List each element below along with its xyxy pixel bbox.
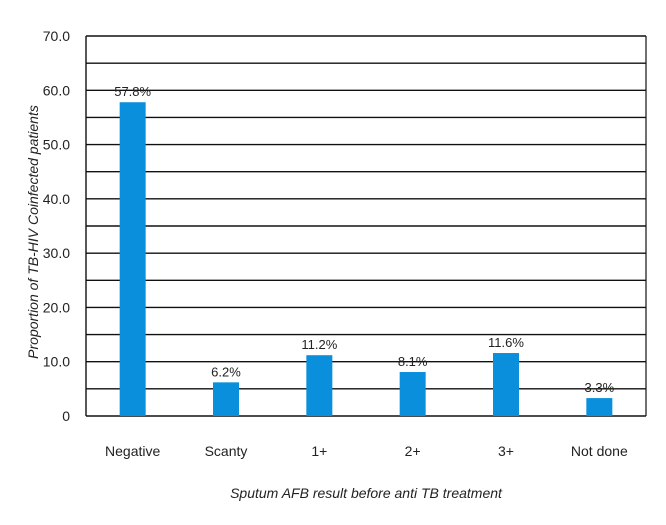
y-tick-label: 10.0 — [43, 354, 70, 370]
category-labels: Negative Scanty 1+ 2+ 3+ Not done — [105, 443, 628, 459]
data-label: 8.1% — [398, 354, 428, 369]
bar — [306, 355, 333, 416]
data-labels: 57.8% 6.2% 11.2% 8.1% 11.6% 3.3% — [114, 84, 614, 395]
category-label: Negative — [105, 443, 160, 459]
bar — [119, 102, 146, 416]
x-axis-title: Sputum AFB result before anti TB treatme… — [230, 485, 503, 501]
data-label: 6.2% — [211, 364, 241, 379]
bar — [493, 353, 519, 416]
y-tick-label: 40.0 — [43, 191, 70, 207]
bar — [399, 372, 426, 416]
axes — [85, 36, 647, 417]
y-tick-label: 0 — [62, 408, 70, 424]
data-label: 57.8% — [114, 84, 151, 99]
gridlines — [86, 35, 646, 390]
y-tick-label: 50.0 — [43, 137, 70, 153]
y-tick-label: 20.0 — [43, 299, 70, 315]
y-axis-title: Proportion of TB-HIV Coinfected patients — [25, 105, 41, 359]
y-tick-labels: 0 10.0 20.0 30.0 40.0 50.0 60.0 70.0 — [43, 28, 70, 424]
category-label: 2+ — [405, 443, 421, 459]
data-label: 3.3% — [585, 380, 615, 395]
data-label: 11.2% — [301, 337, 337, 352]
data-label: 11.6% — [488, 335, 524, 350]
category-label: 3+ — [498, 443, 514, 459]
y-tick-label: 30.0 — [43, 245, 70, 261]
bars — [119, 102, 613, 416]
category-label: 1+ — [311, 443, 327, 459]
bar — [213, 382, 239, 416]
category-label: Not done — [571, 443, 628, 459]
y-tick-label: 60.0 — [43, 82, 70, 98]
category-label: Scanty — [205, 443, 248, 459]
bar — [586, 398, 613, 416]
y-tick-label: 70.0 — [43, 28, 70, 44]
